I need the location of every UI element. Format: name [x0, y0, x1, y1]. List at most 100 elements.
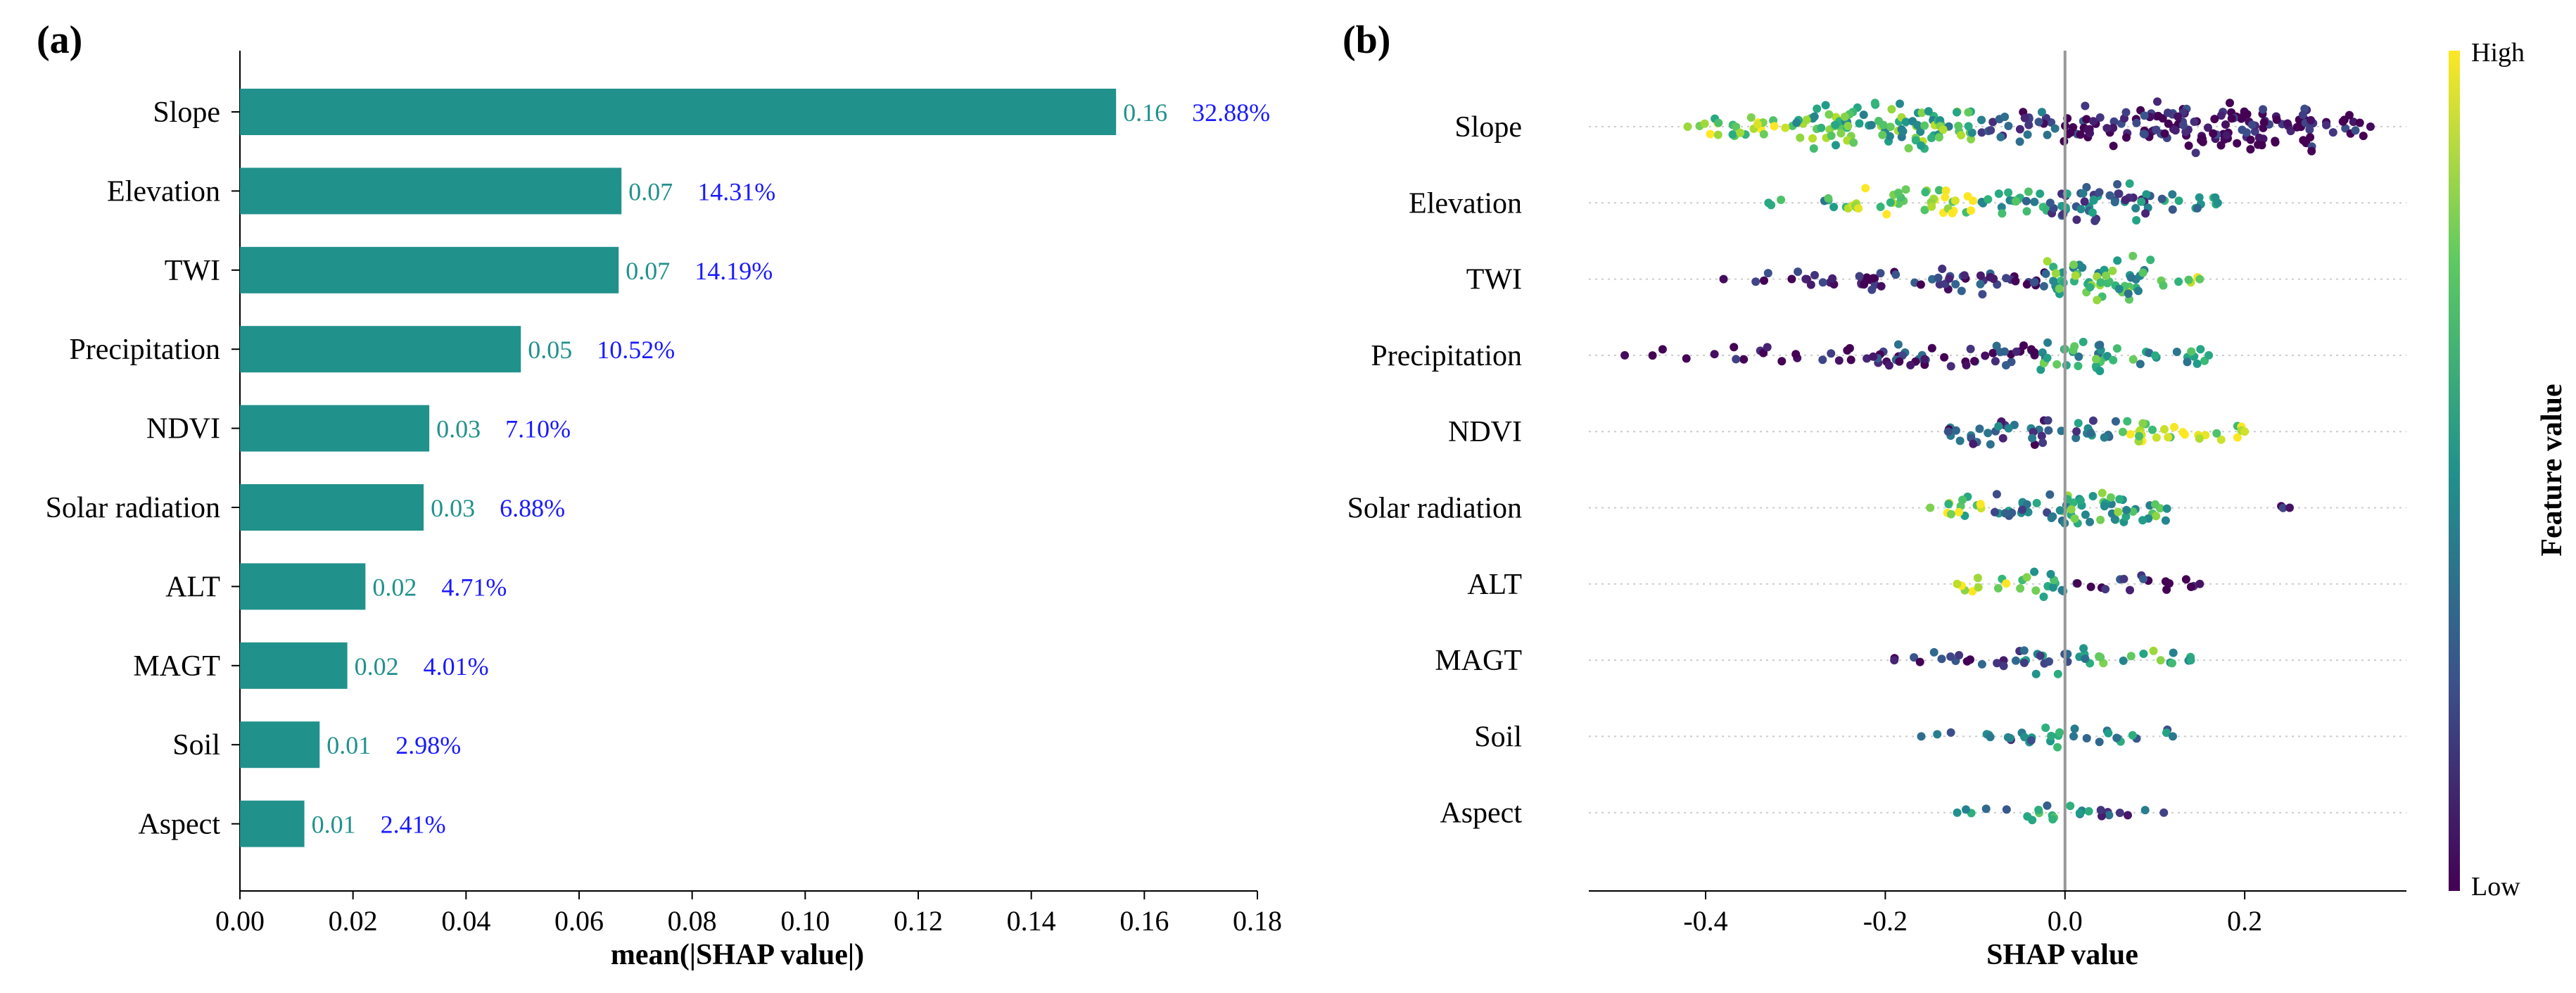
panel-b-point [1917, 108, 1927, 118]
panel-b-point [2233, 433, 2242, 442]
panel-b-point [1992, 490, 2001, 499]
panel-b-point [2015, 137, 2024, 146]
panel-b-point [1916, 280, 1925, 289]
colorbar-high-label: High [2471, 38, 2525, 68]
panel-b-point [1893, 340, 1903, 349]
panel-b-point [2142, 190, 2151, 199]
panel-b-point [1829, 203, 1839, 212]
panel-b-point [1836, 129, 1846, 138]
panel-b-point [2113, 256, 2122, 265]
panel-b-point [2022, 573, 2031, 582]
panel-b-point [2079, 189, 2088, 198]
panel-b-point [2190, 118, 2199, 126]
panel-b-point [2053, 669, 2062, 678]
panel-b-point [1732, 355, 1741, 364]
panel-b-point [2086, 582, 2095, 591]
panel-b-point [1901, 118, 1910, 127]
panel-b-point [2122, 133, 2131, 142]
panel-b-point [2029, 278, 2038, 287]
panel-b-point [2115, 809, 2124, 817]
panel-b-point [2109, 355, 2118, 365]
panel-b-point [1719, 274, 1728, 284]
panel-b-point [2153, 97, 2162, 106]
panel-b-point [2233, 139, 2242, 148]
panel-b-point [1911, 136, 1920, 145]
panel-b-point [1963, 192, 1972, 201]
panel-b-point [2048, 815, 2057, 824]
panel-b-point [1997, 203, 2006, 212]
colorbar [2449, 51, 2460, 891]
panel-a-value-label: 0.03 [431, 494, 475, 522]
panel-b-point [1808, 134, 1817, 143]
panel-b-point [1978, 290, 1987, 299]
panel-b-point [2149, 646, 2158, 655]
panel-b-point [2195, 274, 2204, 284]
panel-b-point [1706, 129, 1715, 139]
panel-b-point [2152, 512, 2161, 521]
panel-b-point [2043, 416, 2052, 425]
panel-b-point [2083, 125, 2093, 134]
panel-b-point [1849, 138, 1858, 147]
panel-b-point [1977, 659, 1986, 669]
panel-b-category-label: ALT [1467, 569, 1522, 601]
panel-b-point [2078, 263, 2087, 272]
panel-b-point [1948, 208, 1957, 217]
panel-b-point [2015, 125, 2024, 134]
panel-b-point [1992, 341, 2001, 350]
panel-a-x-tick-label: 0.04 [441, 905, 490, 937]
panel-a-category-label: Precipitation [69, 334, 220, 366]
panel-a-percent-label: 14.19% [694, 257, 773, 285]
panel-b-point [1950, 196, 1960, 205]
panel-a-percent-label: 2.98% [395, 731, 461, 759]
panel-b-point [2043, 801, 2052, 810]
panel-b-point [1937, 654, 1946, 664]
panel-b-point [2048, 512, 2057, 521]
panel-b-point [2139, 129, 2148, 139]
panel-b-series-aspect [1953, 801, 2169, 825]
panel-b-point [2198, 134, 2207, 144]
panel-b-point [2298, 110, 2307, 120]
panel-b-point [2299, 136, 2308, 145]
panel-b-point [1855, 119, 1864, 128]
panel-b-point [1876, 203, 1885, 211]
panel-b-point [1967, 128, 1977, 137]
panel-b-point [2079, 644, 2088, 653]
panel-b-point [2338, 117, 2347, 126]
panel-b-point [1895, 357, 1904, 366]
panel-b-point [2084, 807, 2093, 816]
panel-a-x-tick-label: 0.12 [894, 905, 943, 937]
panel-b-point [1796, 133, 1805, 142]
panel-b-point [1957, 131, 1965, 140]
panel-b-x-tick-label: -0.2 [1863, 905, 1908, 937]
panel-a-x-tick-label: 0.16 [1119, 905, 1169, 937]
panel-b-point [2283, 119, 2292, 128]
panel-b-point [1926, 503, 1935, 512]
panel-b-point [1787, 274, 1796, 284]
panel-b-point [1955, 507, 1963, 517]
panel-b-point [1844, 122, 1853, 130]
panel-a-percent-label: 10.52% [597, 336, 675, 364]
panel-b-point [1886, 198, 1895, 207]
panel-b-point [1934, 273, 1943, 282]
panel-b-point [1728, 130, 1737, 139]
panel-a-category-label: Soil [172, 729, 220, 761]
panel-b-series-soil [1917, 723, 2177, 752]
panel-b-point [2121, 108, 2131, 117]
panel-b-point [1894, 189, 1903, 197]
panel-b-point [1867, 120, 1876, 129]
panel-b-point [2322, 120, 2331, 129]
panel-b-point [1794, 267, 1803, 277]
panel-b-point [2114, 284, 2124, 293]
panel-b-point [2170, 422, 2178, 431]
panel-b-point [2000, 509, 2010, 518]
panel-b-point [2071, 271, 2080, 280]
panel-b-point [2306, 133, 2315, 142]
panel-b-point [2105, 191, 2114, 200]
panel-b-point [2019, 341, 2028, 350]
panel-b-point [2159, 808, 2169, 817]
panel-b-point [2020, 113, 2029, 122]
panel-a-category-label: MAGT [133, 650, 220, 683]
panel-b-point [1809, 144, 1818, 153]
panel-b-point [1988, 118, 1998, 127]
panel-b-series-alt [1953, 567, 2204, 601]
